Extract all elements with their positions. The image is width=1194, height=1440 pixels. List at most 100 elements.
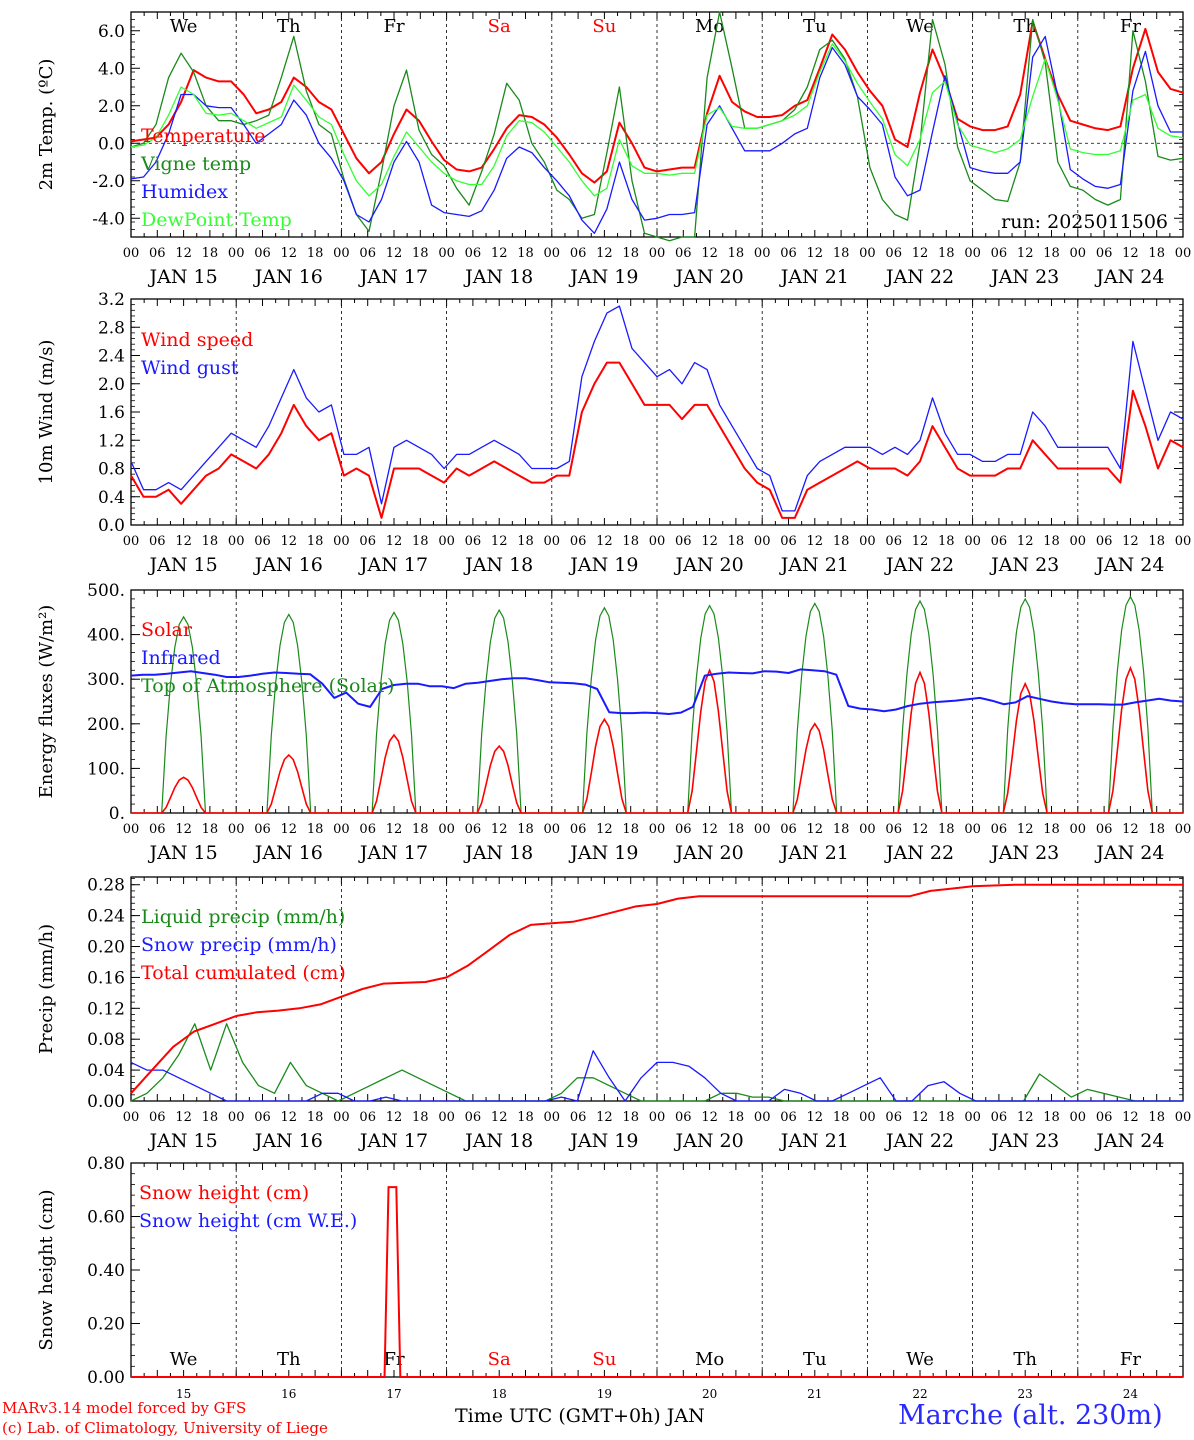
x-date-label: JAN 21 bbox=[779, 1130, 849, 1152]
x-hour-label: 12 bbox=[701, 1110, 718, 1125]
x-hour-label: 00 bbox=[1070, 246, 1087, 261]
x-hour-label: 12 bbox=[386, 1110, 403, 1125]
weekday-label: Fr bbox=[383, 16, 404, 37]
y-tick-label: 0.4 bbox=[98, 488, 125, 508]
x-date-label: 24 bbox=[1123, 1387, 1139, 1401]
x-hour-label: 00 bbox=[1070, 822, 1087, 837]
x-date-label: 20 bbox=[702, 1387, 717, 1401]
x-hour-label: 00 bbox=[438, 534, 455, 549]
x-hour-label: 06 bbox=[149, 534, 166, 549]
x-hour-label: 00 bbox=[228, 822, 245, 837]
weekday-label: Tu bbox=[803, 1349, 827, 1370]
x-hour-label: 06 bbox=[465, 246, 482, 261]
y-tick-label: 0. bbox=[109, 804, 125, 824]
x-date-label: JAN 22 bbox=[884, 1130, 954, 1152]
legend-entry: Vigne temp bbox=[140, 153, 251, 175]
x-hour-label: 00 bbox=[964, 822, 981, 837]
y-tick-label: 0.20 bbox=[87, 1315, 125, 1335]
x-hour-label: 12 bbox=[1017, 822, 1034, 837]
x-date-label: JAN 16 bbox=[253, 554, 323, 576]
y-tick-label: 500. bbox=[87, 581, 125, 601]
x-hour-label: 06 bbox=[780, 246, 797, 261]
x-hour-label: 06 bbox=[780, 822, 797, 837]
x-date-label: JAN 16 bbox=[253, 1130, 323, 1152]
series-line-infrared bbox=[130, 668, 1184, 715]
weekday-label: Th bbox=[277, 1349, 301, 1370]
weekday-label: We bbox=[906, 1349, 934, 1370]
x-hour-label: 12 bbox=[1122, 1110, 1139, 1125]
x-hour-label: 18 bbox=[1148, 822, 1165, 837]
y-tick-label: 4.0 bbox=[98, 59, 125, 79]
x-hour-label: 12 bbox=[386, 534, 403, 549]
x-date-label: JAN 18 bbox=[463, 842, 533, 864]
y-tick-label: 0.0 bbox=[98, 134, 125, 154]
x-hour-label: 00 bbox=[438, 246, 455, 261]
x-hour-label: 00 bbox=[964, 534, 981, 549]
x-hour-label: 00 bbox=[1175, 1110, 1192, 1125]
x-hour-label: 12 bbox=[1017, 534, 1034, 549]
x-hour-label: 18 bbox=[412, 534, 429, 549]
x-hour-label: 12 bbox=[175, 822, 192, 837]
y-tick-label: 0.24 bbox=[87, 907, 125, 927]
x-hour-label: 12 bbox=[701, 534, 718, 549]
y-tick-label: 0.12 bbox=[87, 999, 125, 1019]
x-hour-label: 06 bbox=[1096, 534, 1113, 549]
x-hour-label: 18 bbox=[938, 822, 955, 837]
x-hour-label: 00 bbox=[123, 534, 140, 549]
series-line-2 bbox=[130, 35, 1183, 234]
series-line-snow-height bbox=[131, 1186, 1183, 1378]
x-hour-label: 18 bbox=[517, 1110, 534, 1125]
y-tick-label: -2.0 bbox=[92, 172, 125, 192]
x-date-label: JAN 24 bbox=[1094, 266, 1164, 288]
x-date-label: JAN 23 bbox=[989, 554, 1059, 576]
x-date-label: JAN 22 bbox=[884, 842, 954, 864]
x-hour-label: 12 bbox=[1017, 1110, 1034, 1125]
x-date-label: JAN 19 bbox=[568, 1130, 638, 1152]
x-hour-label: 18 bbox=[307, 534, 324, 549]
x-hour-label: 12 bbox=[701, 246, 718, 261]
x-hour-label: 00 bbox=[649, 246, 666, 261]
x-date-label: JAN 17 bbox=[358, 842, 428, 864]
x-hour-label: 00 bbox=[544, 246, 561, 261]
x-hour-label: 12 bbox=[175, 534, 192, 549]
legend-entry: Wind speed bbox=[141, 329, 253, 351]
y-axis-label: 2m Temp. (ºC) bbox=[36, 59, 57, 191]
x-hour-label: 00 bbox=[649, 822, 666, 837]
y-tick-label: -4.0 bbox=[92, 209, 125, 229]
x-hour-label: 12 bbox=[912, 1110, 929, 1125]
x-hour-label: 00 bbox=[1070, 534, 1087, 549]
y-tick-label: 200. bbox=[87, 715, 125, 735]
x-hour-label: 06 bbox=[465, 822, 482, 837]
x-hour-label: 18 bbox=[412, 822, 429, 837]
x-date-label: JAN 16 bbox=[253, 842, 323, 864]
x-date-label: JAN 15 bbox=[148, 554, 218, 576]
x-hour-label: 06 bbox=[1096, 246, 1113, 261]
x-hour-label: 12 bbox=[807, 534, 824, 549]
weekday-label: We bbox=[170, 16, 198, 37]
x-hour-label: 06 bbox=[570, 246, 587, 261]
plot-frame bbox=[130, 589, 1184, 814]
legend-entry: Liquid precip (mm/h) bbox=[141, 906, 345, 928]
y-tick-label: 0.0 bbox=[98, 516, 125, 536]
x-hour-label: 06 bbox=[1096, 822, 1113, 837]
x-hour-label: 06 bbox=[885, 1110, 902, 1125]
x-hour-label: 18 bbox=[622, 822, 639, 837]
x-hour-label: 06 bbox=[570, 822, 587, 837]
y-tick-label: 0.60 bbox=[87, 1208, 125, 1228]
x-date-label: JAN 23 bbox=[989, 1130, 1059, 1152]
legend-entry: Snow height (cm) bbox=[139, 1182, 309, 1204]
legend-entry: DewPoint Temp bbox=[141, 209, 292, 231]
x-date-label: JAN 22 bbox=[884, 266, 954, 288]
x-hour-label: 00 bbox=[438, 822, 455, 837]
model-credit: MARv3.14 model forced by GFS bbox=[2, 1399, 247, 1417]
y-tick-label: 0.80 bbox=[87, 1154, 125, 1174]
x-hour-label: 18 bbox=[1043, 822, 1060, 837]
series-line-1 bbox=[130, 305, 1184, 512]
legend-entry: Temperature bbox=[141, 125, 265, 147]
y-tick-label: 0.28 bbox=[87, 876, 125, 896]
x-date-label: JAN 20 bbox=[674, 842, 744, 864]
x-date-label: JAN 18 bbox=[463, 266, 533, 288]
x-date-label: 22 bbox=[912, 1387, 927, 1401]
y-axis-label: 10m Wind (m/s) bbox=[36, 340, 57, 485]
x-hour-label: 06 bbox=[991, 534, 1008, 549]
